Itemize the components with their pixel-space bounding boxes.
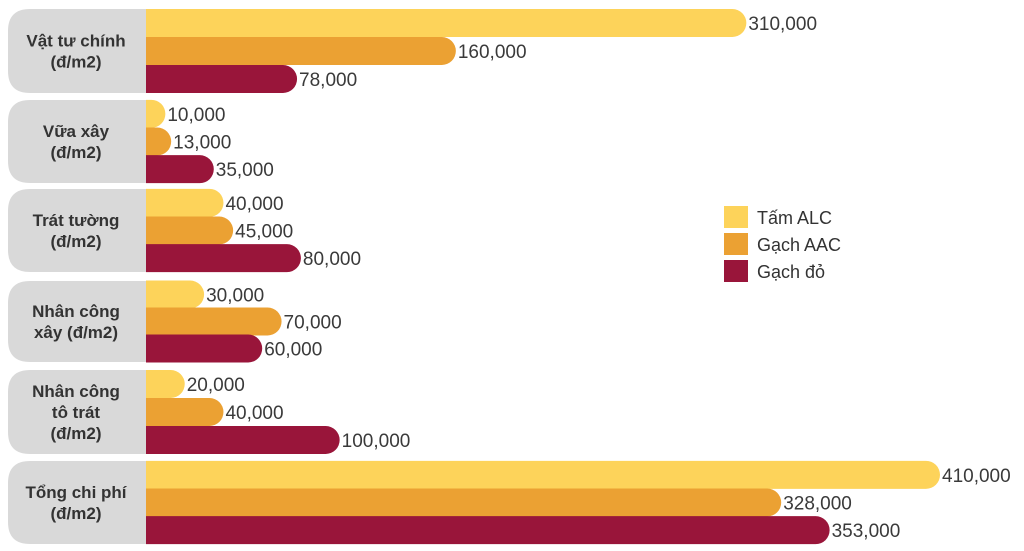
data-label-gach-do-nhan-cong-xay-d-m2: 60,000 [264,340,322,361]
data-label-tam-alc-tong-chi-phi-d-m2: 410,000 [942,466,1011,487]
data-label-gach-aac-tong-chi-phi-d-m2: 328,000 [783,494,852,515]
category-label-vat-tu-chinh-d-m2-2: (đ/m2) [51,53,102,72]
category-box-nhan-cong-xay-d-m2 [8,281,150,362]
category-box-trat-tuong-d-m2 [8,189,150,272]
bar-gach-do-vua-xay-d-m2 [146,155,214,184]
bar-gach-do-tong-chi-phi-d-m2 [146,516,830,545]
category-label-vat-tu-chinh-d-m2-1: Vật tư chính [26,32,125,51]
data-label-tam-alc-vua-xay-d-m2: 10,000 [167,105,225,126]
bar-tam-alc-nhan-cong-xay-d-m2 [146,280,205,309]
bar-gach-aac-vat-tu-chinh-d-m2 [146,37,456,65]
legend-label-gach-do: Gạch đỏ [757,262,825,282]
category-label-nhan-cong-xay-d-m2-1: Nhân công [32,302,120,321]
bar-gach-aac-vua-xay-d-m2 [146,127,172,156]
data-label-gach-aac-nhan-cong-xay-d-m2: 70,000 [284,313,342,334]
bar-gach-do-trat-tuong-d-m2 [146,244,301,273]
category-box-nhan-cong-to-trat-d-m2 [8,370,150,454]
category-box-vua-xay-d-m2 [8,100,150,183]
category-box-tong-chi-phi-d-m2 [8,461,150,544]
data-label-gach-do-tong-chi-phi-d-m2: 353,000 [832,521,901,542]
bar-tam-alc-nhan-cong-to-trat-d-m2 [146,370,185,398]
category-label-tong-chi-phi-d-m2-2: (đ/m2) [51,504,102,523]
data-label-tam-alc-nhan-cong-to-trat-d-m2: 20,000 [187,375,245,396]
legend-label-gach-aac: Gạch AAC [757,235,841,255]
data-label-gach-aac-vua-xay-d-m2: 13,000 [173,133,231,154]
bar-tam-alc-tong-chi-phi-d-m2 [146,460,941,489]
data-label-gach-do-vua-xay-d-m2: 35,000 [216,160,274,181]
category-label-nhan-cong-to-trat-d-m2-3: (đ/m2) [51,424,102,443]
bar-tam-alc-vat-tu-chinh-d-m2 [146,9,747,37]
data-label-tam-alc-nhan-cong-xay-d-m2: 30,000 [206,286,264,307]
category-label-tong-chi-phi-d-m2-1: Tổng chi phí [25,483,127,502]
data-label-tam-alc-vat-tu-chinh-d-m2: 310,000 [748,14,817,35]
category-label-nhan-cong-xay-d-m2-2: xây (đ/m2) [34,323,118,342]
bar-gach-aac-trat-tuong-d-m2 [146,216,234,245]
category-label-trat-tuong-d-m2-1: Trát tường [33,211,120,230]
bar-tam-alc-vua-xay-d-m2 [146,99,166,128]
data-label-gach-do-vat-tu-chinh-d-m2: 78,000 [299,70,357,91]
data-label-gach-aac-trat-tuong-d-m2: 45,000 [235,222,293,243]
bar-gach-do-nhan-cong-xay-d-m2 [146,334,263,363]
legend-swatch-tam-alc [724,206,748,228]
bar-tam-alc-trat-tuong-d-m2 [146,188,224,217]
bar-gach-do-vat-tu-chinh-d-m2 [146,65,298,93]
legend-label-tam-alc: Tấm ALC [757,208,832,228]
category-box-vat-tu-chinh-d-m2 [8,9,150,93]
data-label-gach-do-nhan-cong-to-trat-d-m2: 100,000 [342,431,411,452]
data-label-gach-do-trat-tuong-d-m2: 80,000 [303,249,361,270]
legend-swatch-gach-do [724,260,748,282]
bar-gach-do-nhan-cong-to-trat-d-m2 [146,426,340,454]
category-label-nhan-cong-to-trat-d-m2-1: Nhân công [32,382,120,401]
category-label-trat-tuong-d-m2-2: (đ/m2) [51,232,102,251]
bar-gach-aac-tong-chi-phi-d-m2 [146,488,782,517]
data-label-tam-alc-trat-tuong-d-m2: 40,000 [225,194,283,215]
category-label-vua-xay-d-m2-1: Vữa xây [43,122,110,141]
data-label-gach-aac-nhan-cong-to-trat-d-m2: 40,000 [225,403,283,424]
category-label-vua-xay-d-m2-2: (đ/m2) [51,143,102,162]
bar-gach-aac-nhan-cong-xay-d-m2 [146,307,282,336]
bar-gach-aac-nhan-cong-to-trat-d-m2 [146,398,224,426]
category-label-nhan-cong-to-trat-d-m2-2: tô trát [52,403,101,422]
data-label-gach-aac-vat-tu-chinh-d-m2: 160,000 [458,42,527,63]
legend-swatch-gach-aac [724,233,748,255]
